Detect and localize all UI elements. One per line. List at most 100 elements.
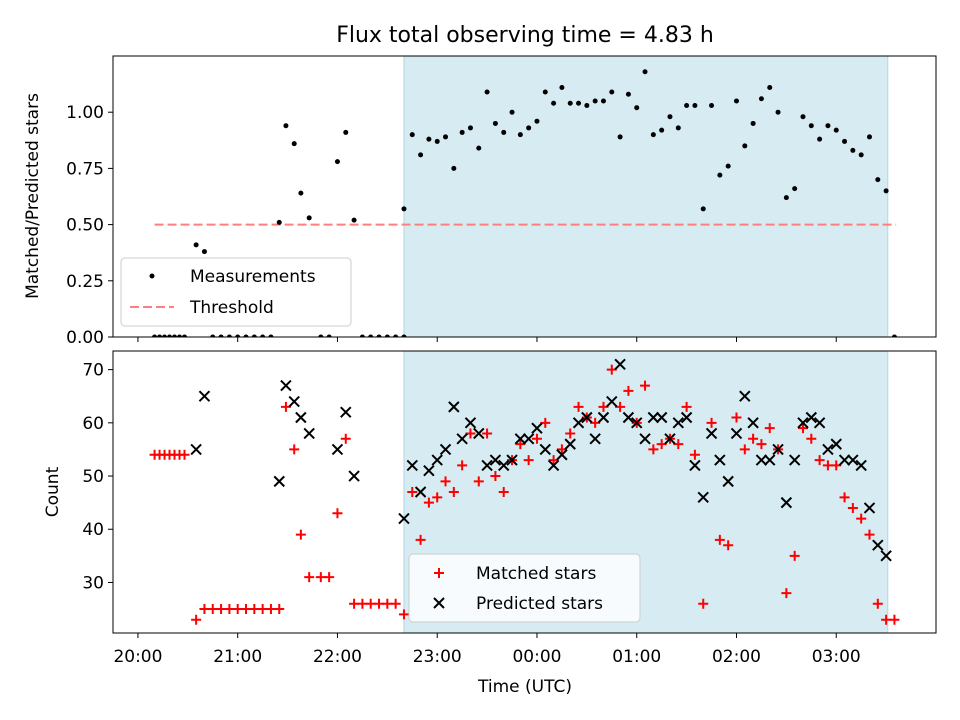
measurement-point bbox=[617, 134, 623, 140]
measurement-point bbox=[226, 334, 232, 337]
measurement-point bbox=[162, 334, 168, 337]
measurement-point bbox=[251, 334, 257, 337]
measurement-point bbox=[167, 334, 173, 337]
y-tick-label: 30 bbox=[82, 573, 104, 593]
matched-star-point bbox=[448, 487, 459, 497]
measurement-point bbox=[767, 84, 773, 90]
measurement-point bbox=[551, 100, 557, 106]
top-ylabel: Matched/Predicted stars bbox=[23, 93, 43, 299]
matched-star-point bbox=[806, 433, 817, 444]
measurement-point bbox=[157, 334, 163, 337]
predicted-star-point bbox=[340, 406, 352, 418]
matched-star-point bbox=[280, 401, 291, 412]
predicted-star-point bbox=[288, 395, 300, 408]
matched-star-point bbox=[523, 455, 534, 466]
predicted-star-point bbox=[572, 417, 585, 429]
matched-star-point bbox=[548, 455, 559, 466]
matched-star-point bbox=[407, 487, 418, 497]
predicted-star-point bbox=[398, 512, 410, 525]
predicted-star-point bbox=[464, 417, 477, 429]
measurement-point bbox=[484, 89, 490, 95]
x-tick-label: 23:00 bbox=[413, 647, 462, 667]
measurement-point bbox=[825, 123, 831, 129]
measurement-point bbox=[526, 125, 532, 131]
predicted-star-point bbox=[547, 459, 560, 472]
y-tick-label: 0.00 bbox=[66, 328, 104, 348]
measurement-point bbox=[359, 334, 365, 337]
matched-star-point bbox=[814, 455, 825, 466]
predicted-star-point bbox=[506, 454, 518, 466]
predicted-star-point bbox=[788, 454, 801, 466]
measurement-point bbox=[625, 91, 631, 97]
predicted-star-point bbox=[473, 427, 485, 440]
matched-star-point bbox=[332, 508, 343, 519]
measurement-point bbox=[434, 138, 440, 144]
measurement-point bbox=[291, 141, 297, 147]
predicted-star-point bbox=[855, 459, 867, 472]
predicted-star-point bbox=[456, 433, 468, 445]
measurement-point bbox=[675, 125, 681, 131]
measurement-point bbox=[891, 334, 897, 337]
predicted-star-point bbox=[280, 379, 292, 392]
predicted-star-point bbox=[556, 449, 568, 461]
x-tick-label: 00:00 bbox=[512, 647, 561, 667]
axes-frame bbox=[112, 55, 937, 338]
predicted-star-point bbox=[847, 454, 859, 466]
matched-star-point bbox=[398, 609, 409, 620]
predicted-star-point bbox=[198, 390, 211, 402]
measurement-point bbox=[492, 120, 498, 126]
measurement-point bbox=[858, 152, 864, 158]
measurement-point bbox=[193, 242, 199, 248]
matched-star-point bbox=[179, 449, 190, 460]
measurement-point bbox=[283, 123, 289, 129]
predicted-star-point bbox=[838, 454, 851, 466]
predicted-star-point bbox=[597, 411, 610, 424]
measurement-point bbox=[684, 102, 690, 108]
matched-star-point bbox=[781, 588, 792, 599]
matched-star-point bbox=[295, 529, 306, 540]
axes-frame bbox=[112, 350, 937, 634]
predicted-star-point bbox=[647, 411, 660, 424]
legend-marker-measurements bbox=[149, 273, 155, 279]
predicted-star-point bbox=[830, 438, 842, 450]
measurement-point bbox=[642, 69, 648, 75]
legend: Matched stars Predicted stars bbox=[408, 553, 641, 623]
predicted-star-point bbox=[514, 433, 527, 445]
measurement-point bbox=[733, 98, 739, 104]
matched-star-point bbox=[598, 401, 609, 412]
x-tick-label: 02:00 bbox=[712, 647, 761, 667]
matched-star-point bbox=[748, 433, 759, 444]
predicted-star-point bbox=[739, 390, 751, 402]
measurement-point bbox=[659, 127, 665, 133]
measurement-point bbox=[210, 334, 216, 337]
top-panel: 0.00 0.25 0.50 0.75 1.00 Measurements Threshol… bbox=[66, 55, 937, 348]
measurement-point bbox=[567, 100, 573, 106]
measurement-point bbox=[409, 132, 415, 138]
measurement-point bbox=[850, 147, 856, 153]
matched-star-point bbox=[440, 476, 451, 487]
predicted-star-point bbox=[705, 427, 718, 440]
predicted-star-point bbox=[863, 502, 876, 514]
measurement-point bbox=[866, 134, 872, 140]
measurement-point bbox=[326, 334, 332, 337]
measurement-point bbox=[517, 132, 523, 138]
predicted-star-point bbox=[672, 417, 685, 429]
predicted-star-point bbox=[689, 459, 701, 472]
measurement-point bbox=[401, 334, 407, 337]
plot-area bbox=[149, 358, 900, 625]
measurement-point bbox=[725, 163, 731, 169]
predicted-star-point bbox=[622, 411, 635, 424]
matched-star-point bbox=[482, 428, 493, 439]
measurement-point bbox=[800, 114, 806, 120]
matched-star-point bbox=[465, 428, 476, 439]
measurement-point bbox=[451, 165, 457, 171]
x-tick-label: 20:00 bbox=[113, 647, 162, 667]
predicted-star-point bbox=[414, 486, 427, 498]
measurement-point bbox=[758, 96, 764, 102]
matched-star-point bbox=[415, 534, 426, 545]
predicted-star-point bbox=[489, 454, 502, 466]
matched-star-point bbox=[498, 487, 509, 497]
measurement-point bbox=[334, 159, 340, 165]
predicted-star-point bbox=[797, 417, 809, 429]
